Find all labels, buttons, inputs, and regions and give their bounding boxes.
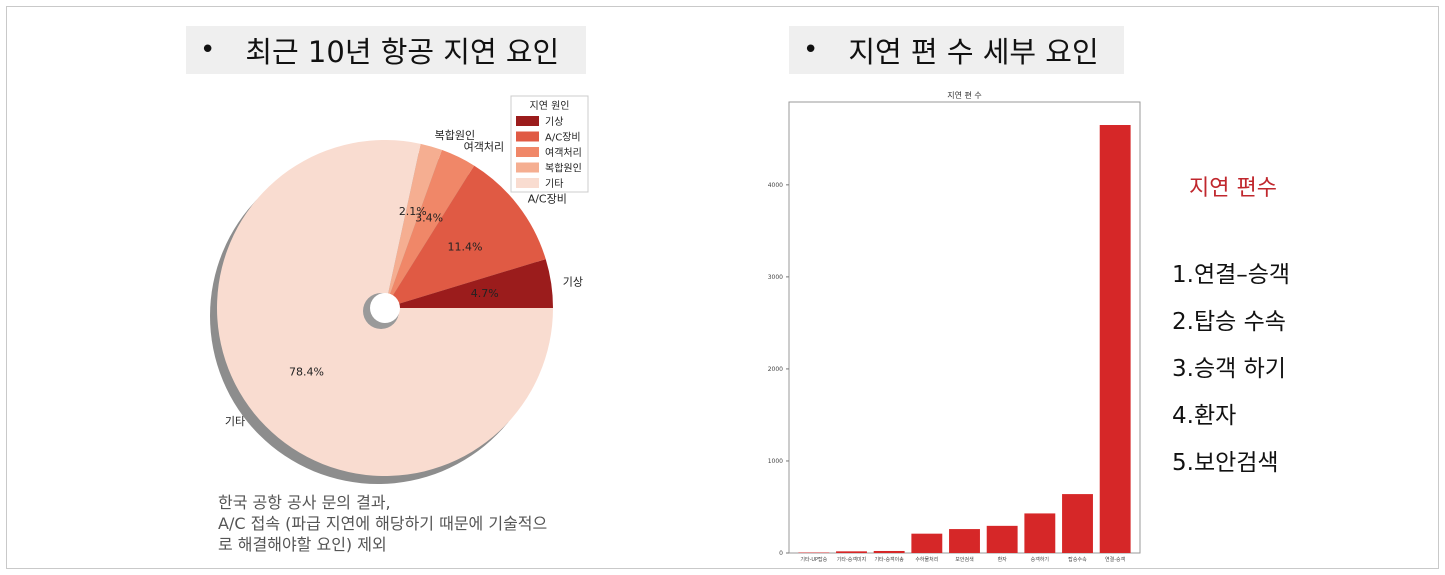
legend-label: 기상 [545,116,563,128]
bullet: • [803,35,819,65]
y-tick-label: 0 [779,550,783,557]
pie-slice [385,165,546,308]
legend-swatch [516,178,539,188]
bullet: • [200,35,216,65]
legend-title: 지연 원인 [530,100,570,112]
bar [1024,513,1056,553]
list-item: 1.연결–승객 [1172,262,1291,288]
bar [949,529,980,553]
y-tick-label: 1000 [768,458,783,465]
x-tick-label: 승객하기 [1031,556,1049,563]
x-tick-label: 탑승수속 [1068,556,1087,563]
legend-swatch [516,116,539,126]
right-section-title: 지연 편 수 세부 요인 [848,35,1099,69]
legend-box [510,95,589,193]
pie-slice [385,143,442,308]
pie-value-label: 78.4% [289,365,324,378]
y-tick-label: 3000 [768,274,783,281]
list-item: 4.환자 [1172,403,1237,429]
pie-category-label: 기타 [225,415,245,428]
legend-label: A/C장비 [545,132,581,144]
x-tick-label: 환자 [998,556,1008,563]
bar [873,550,905,553]
legend-swatch [516,162,539,173]
list-item: 5.보안검색 [1172,450,1279,476]
pie-value-label: 3.4% [415,211,443,224]
slide-frame [6,6,1439,569]
legend-label: 기타 [545,178,563,190]
footnote-line: 한국 공항 공사 문의 결과, [218,493,391,512]
pie-value-label: 11.4% [448,241,483,254]
pie-slice [385,259,553,308]
x-tick-label: 연결-승객 [1105,556,1126,563]
bar-chart-title: 지연 편 수 [947,90,982,100]
y-tick-label: 4000 [768,182,783,189]
bar [911,533,943,553]
list-item: 3.승객 하기 [1172,356,1286,382]
legend-swatch [516,147,539,157]
x-tick-label: 기타-UP탑승 [800,556,827,563]
pie-value-label: 2.1% [399,205,427,218]
left-section-header: • 최근 10년 항공 지연 요인 [186,26,586,74]
pie-category-label: A/C장비 [528,193,567,206]
side-panel-title: 지연 편수 [1189,176,1277,201]
legend-label: 여객처리 [545,147,582,159]
right-section-header: • 지연 편 수 세부 요인 [789,26,1124,74]
x-tick-label: 보안검색 [955,556,974,563]
footnote-line: A/C 접속 (파급 지연에 해당하기 때문에 기술적으 [218,514,548,533]
legend-label: 복합원인 [545,163,582,175]
pie-category-label: 기상 [563,276,583,289]
y-tick-label: 2000 [768,366,783,373]
pie-category-label: 복합원인 [435,129,475,142]
bar [1062,494,1093,553]
bar [986,525,1018,553]
left-section-title: 최근 10년 항공 지연 요인 [245,35,560,69]
plot-area [788,101,1141,554]
x-tick-label: 기타-승객미지 [837,556,866,563]
x-tick-label: 수하물처리 [915,556,938,563]
legend-swatch [516,131,539,142]
side-panel-list: 1.연결–승객 2.탑승 수속 3.승객 하기 4.환자 5.보안검색 [1172,258,1290,493]
footnote: 한국 공항 공사 문의 결과, A/C 접속 (파급 지연에 해당하기 때문에 … [218,492,547,555]
list-item: 2.탑승 수속 [1172,309,1286,335]
footnote-line: 로 해결해야할 요인) 제외 [218,535,387,554]
pie-slice [385,149,475,308]
bar [1099,125,1131,553]
pie-value-label: 4.7% [471,287,499,300]
pie-hole [370,293,400,323]
bar [836,551,867,553]
pie-category-label: 여객처리 [464,140,504,153]
x-tick-label: 기타-승객이송 [874,556,904,563]
